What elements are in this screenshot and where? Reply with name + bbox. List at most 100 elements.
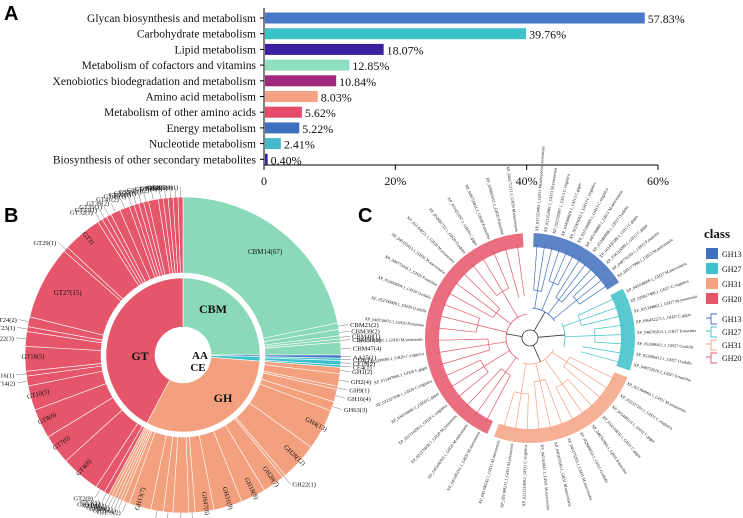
root-arc — [521, 329, 539, 347]
branch — [534, 290, 538, 309]
value-label: 10.84% — [339, 75, 376, 89]
leaf-label: XP_048762960.1_GH31 P.maxima — [591, 423, 629, 474]
segment-label: GH99(1) — [83, 503, 106, 510]
panel-label-a: A — [4, 3, 18, 25]
segment-label: AA15(1) — [353, 354, 376, 361]
leader-line — [138, 192, 142, 203]
branch — [477, 324, 507, 333]
leaf-branch — [435, 327, 477, 333]
leaf-branch — [504, 246, 520, 298]
panel-label-c: C — [358, 205, 372, 227]
legend-label: GH31 — [722, 341, 742, 350]
leaf-label: XP_021368891.1_GH20 M.yessoensis — [358, 337, 424, 344]
leaf-branch — [443, 359, 481, 378]
leader-line — [103, 206, 109, 216]
segment-label: GT90(1) — [140, 186, 163, 193]
segment-label: GT18(5) — [22, 353, 45, 361]
leaf-label: XP_022314299.1_GH20 C.virginica — [397, 403, 448, 446]
bar — [265, 122, 300, 134]
leaf-label: XP_021358221.1_GH20 M.yessoensis — [406, 215, 457, 264]
segment-label: GT50(1) — [109, 192, 132, 199]
leaf-branch — [446, 291, 494, 318]
leaf-branch — [533, 381, 540, 433]
value-label: 5.62% — [305, 106, 336, 120]
leader-line — [283, 476, 291, 485]
segment-label: GH63(3) — [344, 407, 367, 414]
leaf-branch — [573, 272, 599, 297]
branch — [502, 291, 519, 318]
inner-segment — [146, 356, 261, 433]
legend-swatch — [706, 278, 718, 289]
branch — [562, 320, 581, 327]
segment-label: GT16(1) — [0, 372, 14, 379]
leaf-branch — [537, 244, 546, 291]
segment-label: GT33(1) — [75, 207, 98, 214]
leader-line — [340, 366, 351, 368]
inner-segment — [210, 355, 261, 362]
category-label: Metabolism of cofactors and vitamins — [82, 60, 257, 72]
segment-label: GH16(4) — [347, 396, 370, 403]
group-label: GH — [214, 391, 233, 405]
leader-line — [191, 512, 193, 518]
leader-line — [117, 500, 123, 510]
bar — [265, 91, 318, 102]
root-branch — [533, 311, 546, 332]
leader-line — [335, 395, 346, 399]
leaf-branch — [579, 284, 609, 305]
clade-band — [494, 372, 628, 443]
branch — [535, 363, 541, 381]
segment-label: GH47(6) — [200, 491, 210, 515]
leaf-branch — [514, 393, 522, 432]
leaf-branch — [541, 245, 553, 292]
legend-label: GH20 — [722, 295, 742, 304]
leaf-branch — [581, 351, 622, 364]
branch — [505, 357, 517, 373]
branch — [541, 282, 554, 311]
bar — [265, 12, 645, 24]
bar-chart-a: Glycan biosynthesis and metabolism 57.83%… — [53, 8, 685, 188]
branch — [496, 312, 511, 324]
value-label: 18.07% — [387, 43, 424, 57]
leaf-label: XP_021353993.1_GH13 Mizuhopecten yessoen… — [534, 145, 545, 231]
leader-line — [17, 380, 28, 384]
outer-segment — [177, 196, 184, 274]
leaf-branch — [526, 393, 529, 433]
segment-label: CBM47(4) — [353, 346, 382, 353]
segment-label: GH22(1) — [292, 482, 315, 489]
leader-line — [151, 189, 154, 200]
leaf-branch — [558, 261, 588, 300]
leaf-branch — [464, 368, 502, 408]
leader-line — [340, 339, 351, 341]
leader-line — [340, 370, 351, 372]
leader-line — [110, 203, 116, 213]
value-label: 57.83% — [648, 12, 685, 26]
segment-label: GT3(1) — [80, 500, 100, 507]
segment-label: GH1(2) — [352, 369, 372, 376]
segment-label: CBM21(2) — [350, 322, 379, 329]
leaf-label: XP_045163847.1_GH31 M.mercenaria — [540, 444, 552, 510]
leaf-branch — [555, 257, 582, 298]
leaf-label: XP_052696411.1_GH27 O.edulis — [637, 341, 694, 350]
branch — [551, 351, 568, 363]
leaf-label: XP_048730073.1_GH20 P.maxima — [365, 316, 425, 327]
leader-line — [94, 211, 101, 221]
leaf-branch — [553, 250, 568, 283]
leaf-branch — [437, 314, 478, 326]
leaf-label: XP_021369211.1_GH31 M.yessoensis — [499, 443, 514, 508]
sunburst-chart-b: CBM14(67) CBM21(2)CBM39(2)CBM48(1)CBM50(1… — [0, 185, 381, 518]
outer-segment — [182, 196, 339, 339]
leader-line — [143, 191, 147, 202]
segment-label: GH84(1) — [89, 506, 112, 513]
leader-line — [18, 319, 29, 322]
inner-segment — [182, 277, 261, 356]
value-label: 2.41% — [284, 138, 315, 152]
clade-band — [610, 288, 635, 371]
segment-label: GT32(1) — [70, 210, 93, 217]
leaf-branch — [453, 281, 497, 314]
leaf-branch — [481, 256, 503, 292]
leaf-label: XP_052700008.1_GH20 O.edulis — [371, 295, 428, 314]
branch — [520, 363, 527, 394]
leader-line — [122, 502, 127, 512]
leaf-label: XP_045196542.1_GH31 M.mercenaria — [477, 439, 500, 504]
leader-line — [169, 187, 171, 198]
